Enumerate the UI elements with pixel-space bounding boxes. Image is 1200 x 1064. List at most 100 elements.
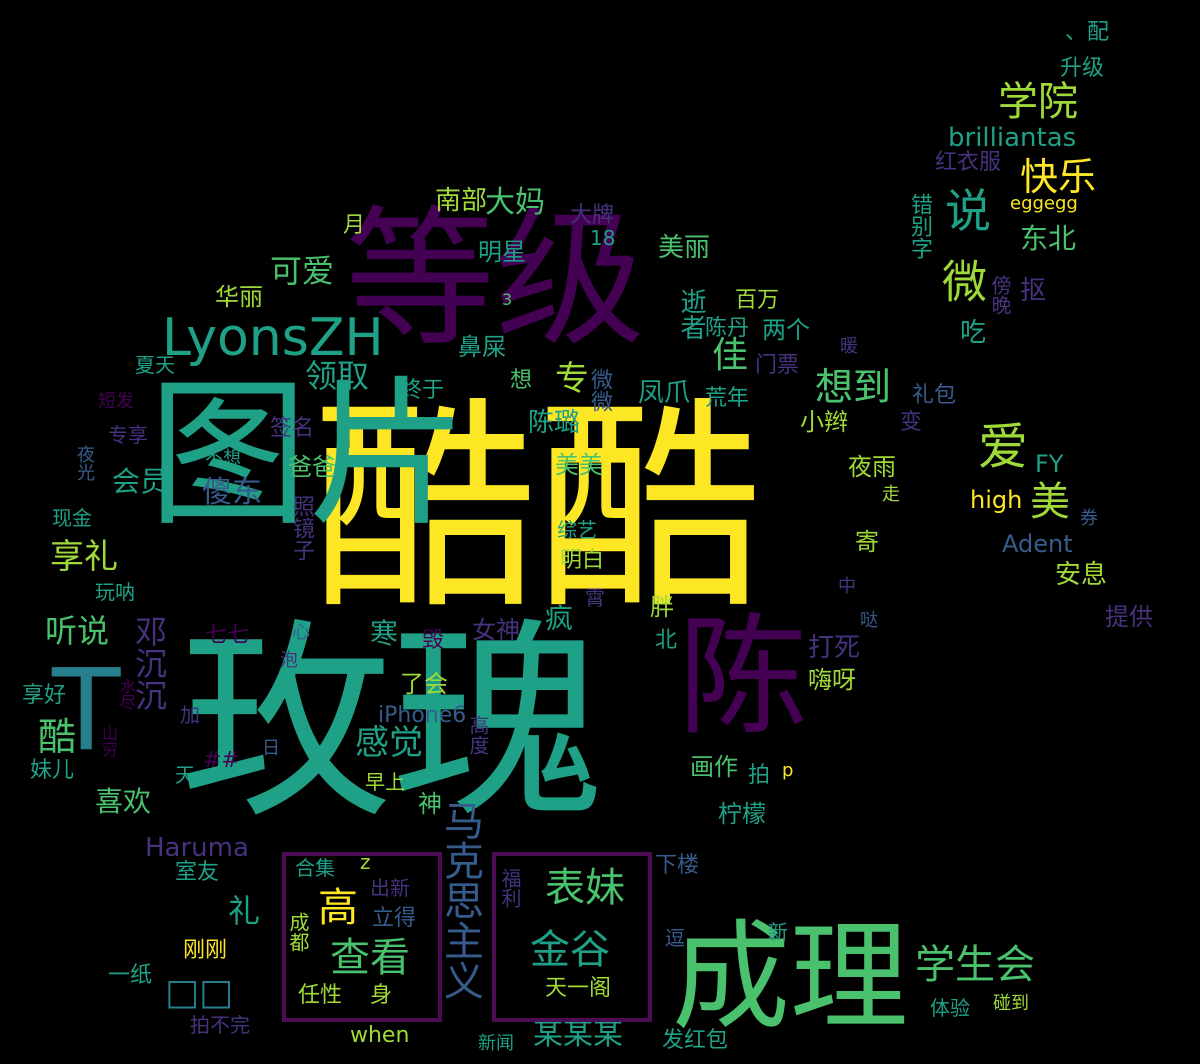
- cloud-word: 想到: [815, 365, 892, 409]
- cloud-word: 水尽: [117, 678, 136, 710]
- cloud-word: 感觉: [355, 723, 423, 763]
- cloud-word: T: [52, 646, 121, 776]
- cloud-word: 照镜子: [289, 495, 314, 561]
- cloud-word: FY: [1035, 450, 1064, 478]
- cloud-word: 礼: [228, 892, 261, 930]
- cloud-word: 佳: [712, 335, 749, 376]
- cloud-word: iPhone6: [378, 703, 467, 728]
- cloud-word: 签名: [270, 416, 315, 441]
- cloud-word: 加: [180, 703, 200, 727]
- cloud-word: 陈璐: [528, 408, 581, 438]
- cloud-word: 月: [343, 213, 366, 238]
- cloud-word: 学生会: [915, 942, 1035, 988]
- cloud-word: 东北: [1020, 222, 1077, 255]
- cloud-word: 女神: [472, 616, 520, 644]
- cloud-word: 小辫: [800, 408, 848, 436]
- cloud-word: 疯: [545, 602, 574, 635]
- cloud-word: 山穷: [99, 725, 118, 757]
- cloud-word: 一纸: [108, 963, 153, 988]
- cloud-word: 听说: [45, 612, 110, 650]
- cloud-word: brilliantas: [948, 123, 1077, 153]
- cloud-word: 微: [934, 258, 987, 303]
- cloud-word: 会员: [112, 465, 169, 498]
- cloud-word: 两个: [762, 316, 810, 344]
- cloud-word: z: [360, 850, 371, 874]
- cloud-word: 不想: [205, 448, 241, 469]
- cloud-word: 室友: [175, 860, 220, 885]
- cloud-word: 明星: [478, 238, 526, 266]
- cloud-word: 荒年: [705, 386, 750, 411]
- cloud-word: 胖: [650, 593, 674, 621]
- cloud-word: 吃: [960, 318, 987, 348]
- cloud-word: 专: [555, 359, 589, 399]
- cloud-word: 北: [655, 628, 678, 653]
- cloud-word: 美: [1030, 479, 1070, 525]
- cloud-word: 中: [838, 576, 856, 597]
- cloud-word: 逝者: [676, 288, 706, 340]
- cloud-word: LyonsZH: [162, 308, 384, 368]
- cloud-word: 成都: [286, 912, 310, 952]
- cloud-word: 金谷: [530, 927, 610, 973]
- cloud-word: p: [782, 760, 794, 781]
- cloud-word: 学院: [998, 79, 1078, 125]
- cloud-word: 领取: [305, 357, 370, 395]
- cloud-word: 错别字: [907, 193, 932, 259]
- cloud-word: 安息: [1055, 560, 1108, 590]
- cloud-word: Haruma: [145, 833, 249, 863]
- cloud-word: 红衣服: [935, 150, 1002, 175]
- cloud-word: 画作: [690, 753, 738, 781]
- cloud-word: 泡: [277, 650, 298, 668]
- cloud-word: 专享: [108, 423, 148, 447]
- cloud-word: 拍: [748, 763, 771, 788]
- cloud-word: 寄: [855, 528, 879, 556]
- cloud-word: high: [970, 486, 1023, 514]
- cloud-word: 拍不完: [190, 1013, 250, 1037]
- cloud-word: 新: [768, 920, 788, 944]
- cloud-word: 大妈: [485, 185, 545, 220]
- cloud-word: 新闻: [478, 1033, 514, 1054]
- cloud-word: 早上: [365, 770, 405, 794]
- cloud-word: 日: [262, 738, 280, 759]
- cloud-word: 酷: [38, 715, 77, 759]
- cloud-word: 妹儿: [30, 758, 75, 783]
- cloud-word: 爱: [978, 418, 1028, 476]
- cloud-word: 邓沉沉: [130, 615, 168, 711]
- cloud-word: 大牌: [570, 203, 615, 228]
- cloud-word: 鼻屎: [458, 333, 506, 361]
- cloud-word: when: [350, 1023, 410, 1048]
- cloud-word: 明白: [560, 548, 605, 573]
- cloud-word: 了会: [400, 670, 448, 698]
- cloud-word: 神: [418, 790, 442, 818]
- cloud-word: 美美: [555, 451, 603, 479]
- cloud-word: 喜欢: [95, 785, 152, 818]
- cloud-word: 夜光: [74, 445, 95, 481]
- cloud-word: 天: [175, 763, 195, 787]
- cloud-word: 逗: [665, 926, 685, 950]
- cloud-word: □□: [165, 972, 234, 1013]
- cloud-word: 柠檬: [718, 800, 766, 828]
- cloud-word: 说: [945, 184, 991, 238]
- cloud-word: 查看: [330, 935, 410, 981]
- cloud-word: 刚刚: [183, 938, 228, 963]
- cloud-word: 华丽: [215, 283, 263, 311]
- cloud-word: 酷酷: [312, 379, 762, 641]
- cloud-word: 等级: [345, 193, 646, 367]
- cloud-word: 现金: [52, 506, 92, 530]
- cloud-word: ##: [203, 748, 240, 773]
- cloud-word: 发红包: [662, 1028, 729, 1053]
- cloud-word: 某某某: [533, 1017, 623, 1052]
- cloud-word: 升级: [1060, 56, 1105, 81]
- cloud-word: 百万: [735, 288, 780, 313]
- cloud-word: 礼包: [912, 383, 957, 408]
- cloud-word: 七七: [205, 623, 250, 648]
- cloud-word: 高度: [466, 715, 490, 755]
- cloud-word: 霄: [585, 586, 605, 610]
- cloud-word: 爸爸: [288, 453, 336, 481]
- cloud-word: 可爱: [270, 252, 335, 290]
- cloud-word: 寒: [370, 617, 399, 650]
- cloud-word: 3: [502, 290, 513, 309]
- frame-box: [492, 852, 652, 1022]
- cloud-word: 立得: [372, 906, 417, 931]
- cloud-word: 想到: [815, 365, 892, 409]
- cloud-word: 毁: [422, 628, 445, 653]
